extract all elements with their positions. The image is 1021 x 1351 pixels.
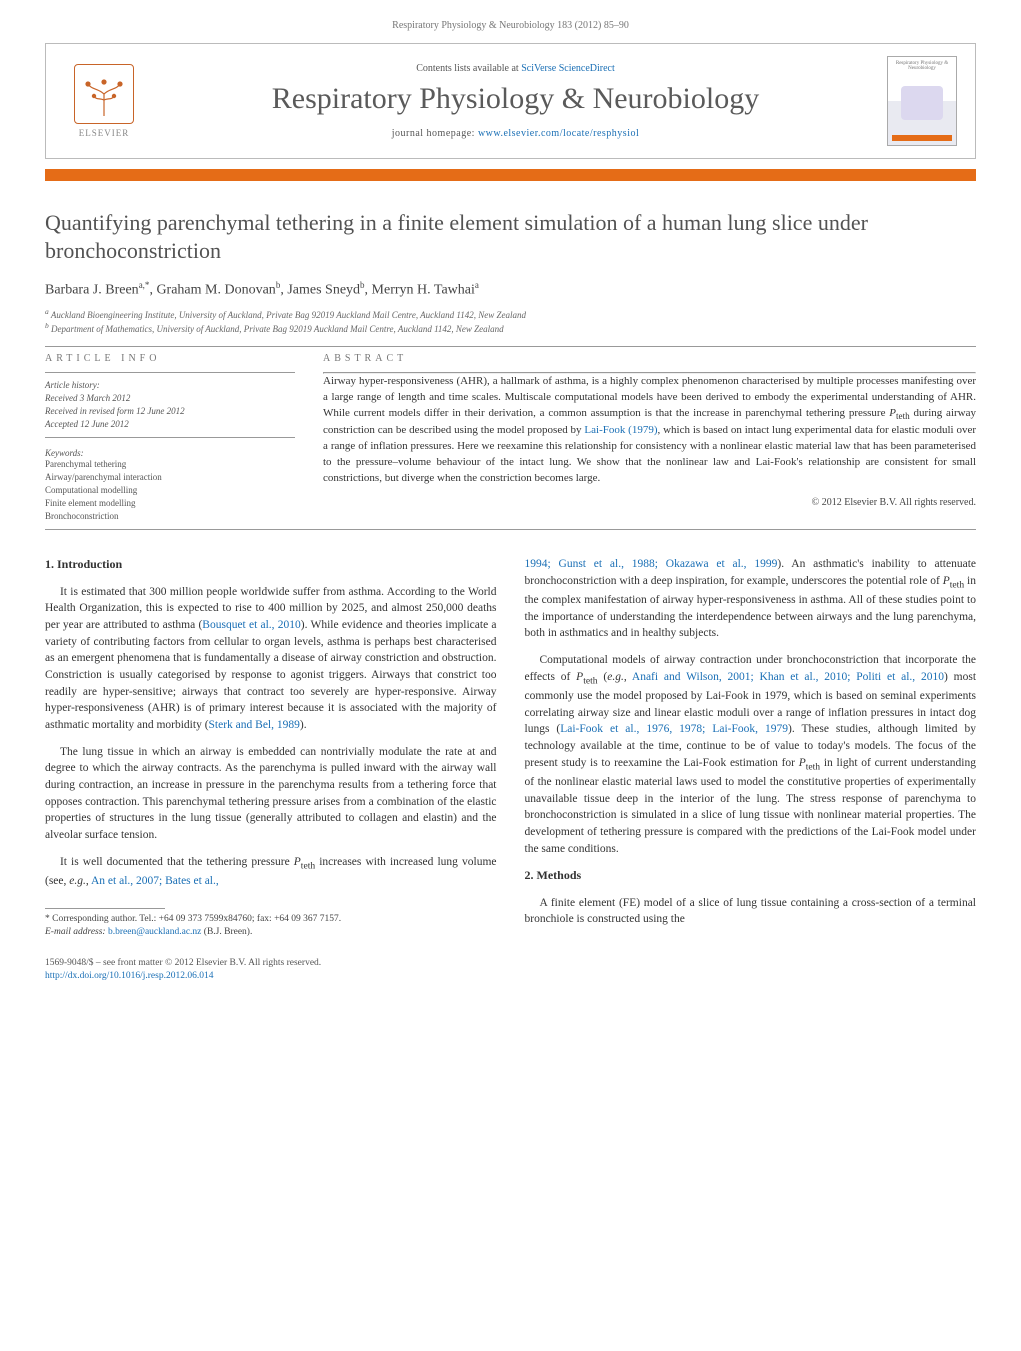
corresponding-author: * Corresponding author. Tel.: +64 09 373… <box>45 913 497 926</box>
abstract-text: Airway hyper-responsiveness (AHR), a hal… <box>323 374 976 487</box>
affiliation-a: a Auckland Bioengineering Institute, Uni… <box>45 307 976 322</box>
citation-link[interactable]: Lai-Fook (1979) <box>584 424 657 436</box>
elsevier-logo: ELSEVIER <box>64 56 144 146</box>
sciencedirect-link[interactable]: SciVerse ScienceDirect <box>521 63 615 74</box>
keyword: Bronchoconstriction <box>45 510 295 523</box>
text: ). While evidence and theories implicate… <box>45 619 497 731</box>
text: It is well documented that the tethering… <box>60 856 294 868</box>
corresponding-email-line: E-mail address: b.breen@auckland.ac.nz (… <box>45 926 497 939</box>
elsevier-tree-icon <box>74 64 134 124</box>
authors: Barbara J. Breena,*, Graham M. Donovanb,… <box>45 280 976 299</box>
citation-link[interactable]: 1994; Gunst et al., 1988; Okazawa et al.… <box>525 558 778 570</box>
keyword: Finite element modelling <box>45 497 295 510</box>
homepage-prefix: journal homepage: <box>392 128 478 139</box>
divider <box>45 529 976 530</box>
doi-link[interactable]: http://dx.doi.org/10.1016/j.resp.2012.06… <box>45 971 213 981</box>
journal-header: ELSEVIER Contents lists available at Sci… <box>45 43 976 159</box>
abstract-part: Airway hyper-responsiveness (AHR), a hal… <box>323 375 976 419</box>
paragraph: It is estimated that 300 million people … <box>45 584 497 734</box>
front-matter-line: 1569-9048/$ – see front matter © 2012 El… <box>45 957 976 970</box>
keyword: Computational modelling <box>45 484 295 497</box>
footnote-rule <box>45 908 165 909</box>
contents-line: Contents lists available at SciVerse Sci… <box>160 63 871 74</box>
text: ). <box>300 719 307 731</box>
email-link[interactable]: b.breen@auckland.ac.nz <box>108 927 201 937</box>
text: , <box>624 671 632 683</box>
article-info-col: article info Article history: Received 3… <box>45 353 295 523</box>
paragraph: It is well documented that the tethering… <box>45 854 497 890</box>
paragraph: A finite element (FE) model of a slice o… <box>525 895 977 928</box>
abstract-col: abstract Airway hyper-responsiveness (AH… <box>323 353 976 523</box>
affiliation-b: b Department of Mathematics, University … <box>45 321 976 336</box>
text: (B.J. Breen). <box>201 927 252 937</box>
history-label: Article history: <box>45 379 295 392</box>
keyword: Parenchymal tethering <box>45 458 295 471</box>
paragraph: Computational models of airway contracti… <box>525 652 977 857</box>
citation-link[interactable]: Anafi and Wilson, 2001; Khan et al., 201… <box>632 671 944 683</box>
paragraph: The lung tissue in which an airway is em… <box>45 744 497 844</box>
text: ( <box>598 671 608 683</box>
citation-link[interactable]: An et al., 2007; Bates et al., <box>91 875 219 887</box>
homepage-link[interactable]: www.elsevier.com/locate/resphysiol <box>478 128 639 139</box>
running-head: Respiratory Physiology & Neurobiology 18… <box>45 20 976 31</box>
article-title: Quantifying parenchymal tethering in a f… <box>45 209 976 264</box>
divider <box>45 346 976 347</box>
text: e.g. <box>607 671 624 683</box>
cover-thumbnail-title: Respiratory Physiology & Neurobiology <box>892 61 952 71</box>
keyword: Airway/parenchymal interaction <box>45 471 295 484</box>
journal-title: Respiratory Physiology & Neurobiology <box>160 82 871 116</box>
citation-link[interactable]: Bousquet et al., 2010 <box>202 619 300 631</box>
history-line: Received 3 March 2012 <box>45 392 295 405</box>
header-center: Contents lists available at SciVerse Sci… <box>160 63 871 139</box>
citation-link[interactable]: Sterk and Bel, 1989 <box>209 719 300 731</box>
abstract-head: abstract <box>323 353 976 364</box>
keywords-list: Parenchymal tethering Airway/parenchymal… <box>45 458 295 523</box>
divider <box>45 372 295 373</box>
body-columns: 1. Introduction It is estimated that 300… <box>45 556 976 939</box>
cover-thumbnail-image <box>901 86 943 120</box>
keywords-label: Keywords: <box>45 448 295 458</box>
history-line: Received in revised form 12 June 2012 <box>45 405 295 418</box>
divider <box>45 437 295 438</box>
history-line: Accepted 12 June 2012 <box>45 418 295 431</box>
footer: 1569-9048/$ – see front matter © 2012 El… <box>45 957 976 984</box>
paragraph: 1994; Gunst et al., 1988; Okazawa et al.… <box>525 556 977 642</box>
homepage-line: journal homepage: www.elsevier.com/locat… <box>160 128 871 139</box>
article-history: Article history: Received 3 March 2012 R… <box>45 379 295 431</box>
article-info-head: article info <box>45 353 295 364</box>
text: in light of current understanding of the… <box>525 757 977 855</box>
email-label: E-mail address: <box>45 927 108 937</box>
citation-link[interactable]: Lai-Fook et al., 1976, 1978; Lai-Fook, 1… <box>560 723 788 735</box>
section-head-intro: 1. Introduction <box>45 556 497 573</box>
cover-thumbnail: Respiratory Physiology & Neurobiology <box>887 56 957 146</box>
text: e.g. <box>69 875 86 887</box>
contents-prefix: Contents lists available at <box>416 63 521 74</box>
footnote-block: * Corresponding author. Tel.: +64 09 373… <box>45 908 497 940</box>
section-head-methods: 2. Methods <box>525 867 977 884</box>
copyright: © 2012 Elsevier B.V. All rights reserved… <box>323 497 976 508</box>
cover-thumbnail-bar <box>892 135 952 141</box>
affiliations: a Auckland Bioengineering Institute, Uni… <box>45 307 976 336</box>
orange-rule <box>45 169 976 181</box>
elsevier-brand: ELSEVIER <box>79 128 130 138</box>
meta-abstract-row: article info Article history: Received 3… <box>45 353 976 523</box>
